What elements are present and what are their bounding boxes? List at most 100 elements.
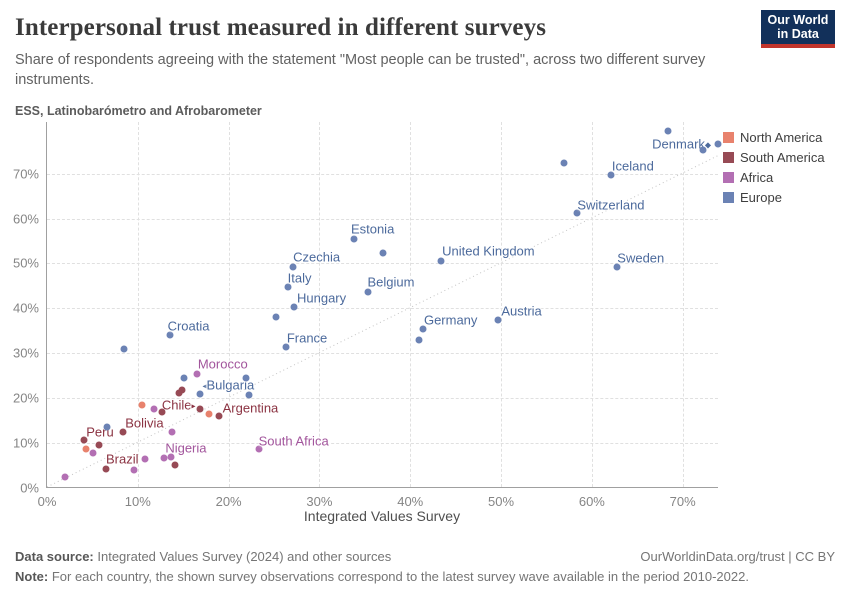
data-point[interactable] bbox=[664, 127, 672, 135]
country-label-iceland[interactable]: Iceland bbox=[611, 158, 654, 174]
country-label-argentina[interactable]: Argentina bbox=[222, 400, 279, 416]
data-source-label: Data source: bbox=[15, 548, 94, 564]
data-point-argentina[interactable] bbox=[215, 412, 223, 420]
y-axis-sources-label: ESS, Latinobarómetro and Afrobarometer bbox=[15, 104, 262, 118]
owid-logo-line2: in Data bbox=[777, 27, 819, 41]
country-label-croatia[interactable]: Croatia bbox=[167, 318, 210, 334]
data-point[interactable] bbox=[103, 423, 111, 431]
data-point-france[interactable] bbox=[282, 343, 290, 351]
data-point[interactable] bbox=[158, 408, 166, 416]
data-point-united-kingdom[interactable] bbox=[437, 257, 445, 265]
data-point[interactable] bbox=[560, 159, 568, 167]
legend-label: South America bbox=[740, 150, 825, 165]
data-point[interactable] bbox=[180, 374, 188, 382]
data-point-nigeria[interactable] bbox=[168, 428, 176, 436]
gridline-horizontal bbox=[47, 443, 718, 445]
note-line: Note: For each country, the shown survey… bbox=[15, 569, 749, 584]
legend-item-north-america[interactable]: North America bbox=[723, 130, 841, 145]
data-point[interactable] bbox=[205, 410, 213, 418]
country-label-morocco[interactable]: Morocco bbox=[197, 356, 248, 372]
country-label-hungary[interactable]: Hungary bbox=[297, 290, 347, 306]
y-tick-label: 50% bbox=[12, 255, 39, 271]
country-label-estonia[interactable]: Estonia bbox=[350, 221, 395, 237]
data-point-croatia[interactable] bbox=[166, 331, 174, 339]
country-label-belgium[interactable]: Belgium bbox=[367, 274, 415, 290]
country-label-nigeria[interactable]: Nigeria bbox=[165, 440, 207, 456]
note-label: Note: bbox=[15, 568, 49, 584]
y-tick-label: 60% bbox=[12, 211, 39, 227]
gridline-horizontal bbox=[47, 173, 718, 175]
data-point[interactable] bbox=[175, 389, 183, 397]
data-point[interactable] bbox=[138, 401, 146, 409]
data-point[interactable] bbox=[150, 405, 158, 412]
data-point-estonia[interactable] bbox=[350, 235, 358, 243]
country-label-bolivia[interactable]: Bolivia bbox=[125, 415, 164, 431]
label-pointer-icon: ◂ bbox=[202, 381, 207, 391]
gridline-vertical bbox=[501, 122, 503, 487]
country-label-bulgaria[interactable]: ◂Bulgaria bbox=[202, 377, 255, 393]
country-label-united-kingdom[interactable]: United Kingdom bbox=[442, 243, 535, 259]
y-tick-label: 70% bbox=[12, 166, 39, 182]
data-point[interactable] bbox=[89, 449, 97, 457]
country-label-czechia[interactable]: Czechia bbox=[293, 249, 341, 265]
data-point[interactable] bbox=[120, 345, 128, 353]
legend-swatch bbox=[723, 132, 734, 143]
country-label-brazil[interactable]: Brazil bbox=[106, 451, 139, 467]
country-label-south-africa[interactable]: South Africa bbox=[258, 433, 329, 449]
data-point[interactable] bbox=[379, 249, 387, 257]
data-point-peru[interactable] bbox=[80, 436, 88, 444]
country-label-austria[interactable]: Austria bbox=[501, 303, 542, 319]
data-point-austria[interactable] bbox=[494, 316, 502, 324]
y-tick-label: 40% bbox=[12, 300, 39, 316]
owid-logo[interactable]: Our World in Data bbox=[761, 10, 835, 48]
data-point-sweden[interactable] bbox=[613, 263, 621, 271]
data-point-iceland[interactable] bbox=[607, 171, 615, 179]
country-label-germany[interactable]: Germany bbox=[423, 312, 478, 328]
legend-swatch bbox=[723, 192, 734, 203]
data-point-hungary[interactable] bbox=[290, 303, 298, 311]
page-title: Interpersonal trust measured in differen… bbox=[15, 14, 547, 41]
data-point-chile[interactable] bbox=[196, 405, 204, 412]
legend-item-africa[interactable]: Africa bbox=[723, 170, 841, 185]
data-point[interactable] bbox=[141, 455, 149, 463]
data-point[interactable] bbox=[160, 454, 168, 462]
data-point-belgium[interactable] bbox=[364, 288, 372, 296]
data-point-morocco[interactable] bbox=[193, 370, 201, 378]
data-point-italy[interactable] bbox=[284, 283, 292, 291]
data-point[interactable] bbox=[415, 336, 423, 344]
data-point[interactable] bbox=[245, 391, 253, 399]
x-tick-label: 60% bbox=[578, 494, 605, 509]
x-tick-label: 70% bbox=[669, 494, 696, 509]
data-point[interactable] bbox=[167, 453, 174, 461]
data-point[interactable] bbox=[242, 374, 250, 382]
data-point-czechia[interactable] bbox=[289, 263, 297, 271]
data-point-bolivia[interactable] bbox=[119, 428, 127, 436]
data-point[interactable] bbox=[61, 473, 69, 481]
country-label-sweden[interactable]: Sweden bbox=[617, 250, 665, 266]
data-point-switzerland[interactable] bbox=[573, 209, 581, 217]
owid-link[interactable]: OurWorldinData.org/trust | CC BY bbox=[640, 548, 835, 564]
country-label-switzerland[interactable]: Switzerland bbox=[577, 197, 645, 213]
country-label-italy[interactable]: Italy bbox=[287, 270, 312, 286]
data-point[interactable] bbox=[171, 461, 179, 469]
legend-swatch bbox=[723, 172, 734, 183]
data-point[interactable] bbox=[82, 445, 90, 453]
legend-item-europe[interactable]: Europe bbox=[723, 190, 841, 205]
data-point[interactable] bbox=[130, 466, 138, 474]
gridline-vertical bbox=[682, 122, 684, 487]
country-label-chile[interactable]: Chile▸ bbox=[161, 397, 196, 412]
data-point-bulgaria[interactable] bbox=[196, 390, 204, 398]
data-point-brazil[interactable] bbox=[102, 465, 110, 473]
legend-item-south-america[interactable]: South America bbox=[723, 150, 841, 165]
country-label-denmark[interactable]: Denmark◆ bbox=[652, 136, 712, 152]
country-label-france[interactable]: France bbox=[286, 330, 328, 346]
plot-area: 0% 10% 20% 30% 40% 50% 60% 70% 0% 10% 20% 30% 40% 50… bbox=[13, 122, 722, 509]
data-point[interactable] bbox=[699, 146, 707, 154]
data-point-south-africa[interactable] bbox=[255, 445, 263, 453]
data-point[interactable] bbox=[95, 441, 103, 449]
data-point-denmark[interactable] bbox=[714, 140, 722, 148]
data-point[interactable] bbox=[178, 386, 186, 394]
data-point-germany[interactable] bbox=[419, 325, 427, 333]
data-point[interactable] bbox=[272, 313, 280, 321]
